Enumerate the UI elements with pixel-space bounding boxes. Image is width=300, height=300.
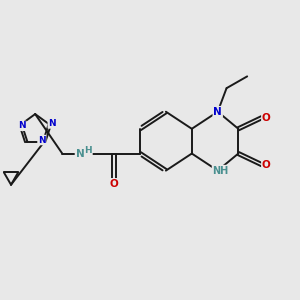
Text: N: N — [48, 119, 56, 128]
Text: H: H — [84, 146, 92, 155]
Text: N: N — [18, 121, 26, 130]
Text: N: N — [213, 107, 222, 117]
Text: N: N — [38, 136, 46, 145]
Text: O: O — [262, 112, 271, 123]
Text: NH: NH — [212, 166, 229, 176]
Text: O: O — [110, 179, 118, 189]
Text: N: N — [76, 148, 84, 158]
Text: O: O — [262, 160, 271, 170]
